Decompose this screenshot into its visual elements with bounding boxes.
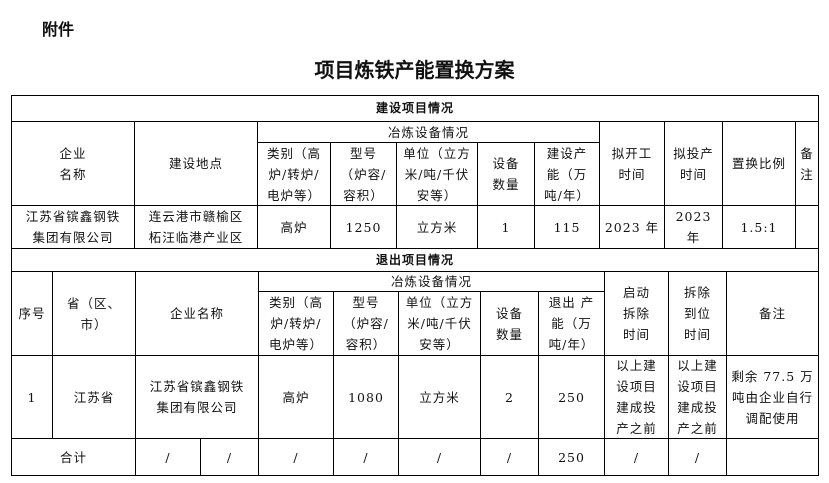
header-remark: 备 注 [795,121,819,206]
header-unit: 单位（立方 米/吨/千伏 安等） [396,142,478,206]
cell-start: 以上建 设项目 建成投 产之前 [604,355,669,439]
build-section-header: 建设项目情况 [11,95,819,122]
header-no: 序号 [11,271,53,356]
total-cell: / [135,438,201,476]
cell-unit: 立方米 [398,355,481,439]
cell-company: 江苏省镔鑫钢铁 集团有限公司 [11,205,135,249]
cell-unit: 立方米 [396,205,478,249]
cell-capacity: 250 [538,355,605,439]
attachment-label: 附件 [42,20,75,39]
cell-model: 1250 [330,205,397,249]
cell-capacity: 115 [534,205,600,249]
total-cell: / [258,438,334,476]
header-province: 省（区、 市） [52,271,136,356]
total-cell: / [668,438,727,476]
header-capacity: 退出 产 能（万 吨/年） [538,291,605,356]
cell-type: 高炉 [258,355,334,439]
cell-production: 2023 年 [664,205,723,249]
total-capacity: 250 [538,438,605,476]
total-cell: / [604,438,669,476]
cell-count: 2 [480,355,539,439]
cell-province: 江苏省 [52,355,136,439]
cell-no: 1 [11,355,53,439]
page-title: 项目炼铁产能置换方案 [314,58,515,82]
header-type: 类别（高 炉/转炉/ 电炉等） [257,142,331,206]
header-company: 企业名称 [135,271,259,356]
total-label: 合计 [11,438,136,476]
exit-section-header: 退出项目情况 [11,248,819,272]
cell-start: 2023 年 [599,205,665,249]
header-count: 设备 数量 [477,142,535,206]
cell-end: 以上建 设项目 建成投 产之前 [668,355,727,439]
header-start: 拟开工 时间 [599,121,665,206]
cell-remark: 剩余 77.5 万 吨由企业自行 调配使用 [726,355,819,439]
header-capacity: 建设产 能（万 吨/年） [534,142,600,206]
header-equip-group: 冶炼设备情况 [258,271,605,292]
header-location: 建设地点 [134,121,258,206]
header-type: 类别（高 炉/转炉/ 电炉等） [258,291,334,356]
header-equip-group: 冶炼设备情况 [257,121,600,143]
header-remark: 备注 [726,271,819,356]
cell-type: 高炉 [257,205,331,249]
total-cell: / [480,438,539,476]
cell-count: 1 [477,205,535,249]
cell-company: 江苏省镔鑫钢铁 集团有限公司 [135,355,259,439]
header-end: 拆除 到位 时间 [668,271,727,356]
total-cell: / [333,438,399,476]
total-cell: / [398,438,481,476]
header-company: 企业 名称 [11,121,135,206]
cell-model: 1080 [333,355,399,439]
header-production: 拟投产 时间 [664,121,723,206]
header-model: 型号 （炉容/ 容积） [330,142,397,206]
header-model: 型号 （炉容/ 容积） [333,291,399,356]
header-count: 设备 数量 [480,291,539,356]
header-start: 启动 拆除 时间 [604,271,669,356]
total-cell: / [200,438,259,476]
total-remark [726,438,819,476]
header-ratio: 置换比例 [722,121,796,206]
cell-location: 连云港市赣榆区 柘汪临港产业区 [134,205,258,249]
header-unit: 单位（立方 米/吨/千伏 安等） [398,291,481,356]
cell-ratio: 1.5:1 [722,205,796,249]
cell-remark [795,205,819,249]
